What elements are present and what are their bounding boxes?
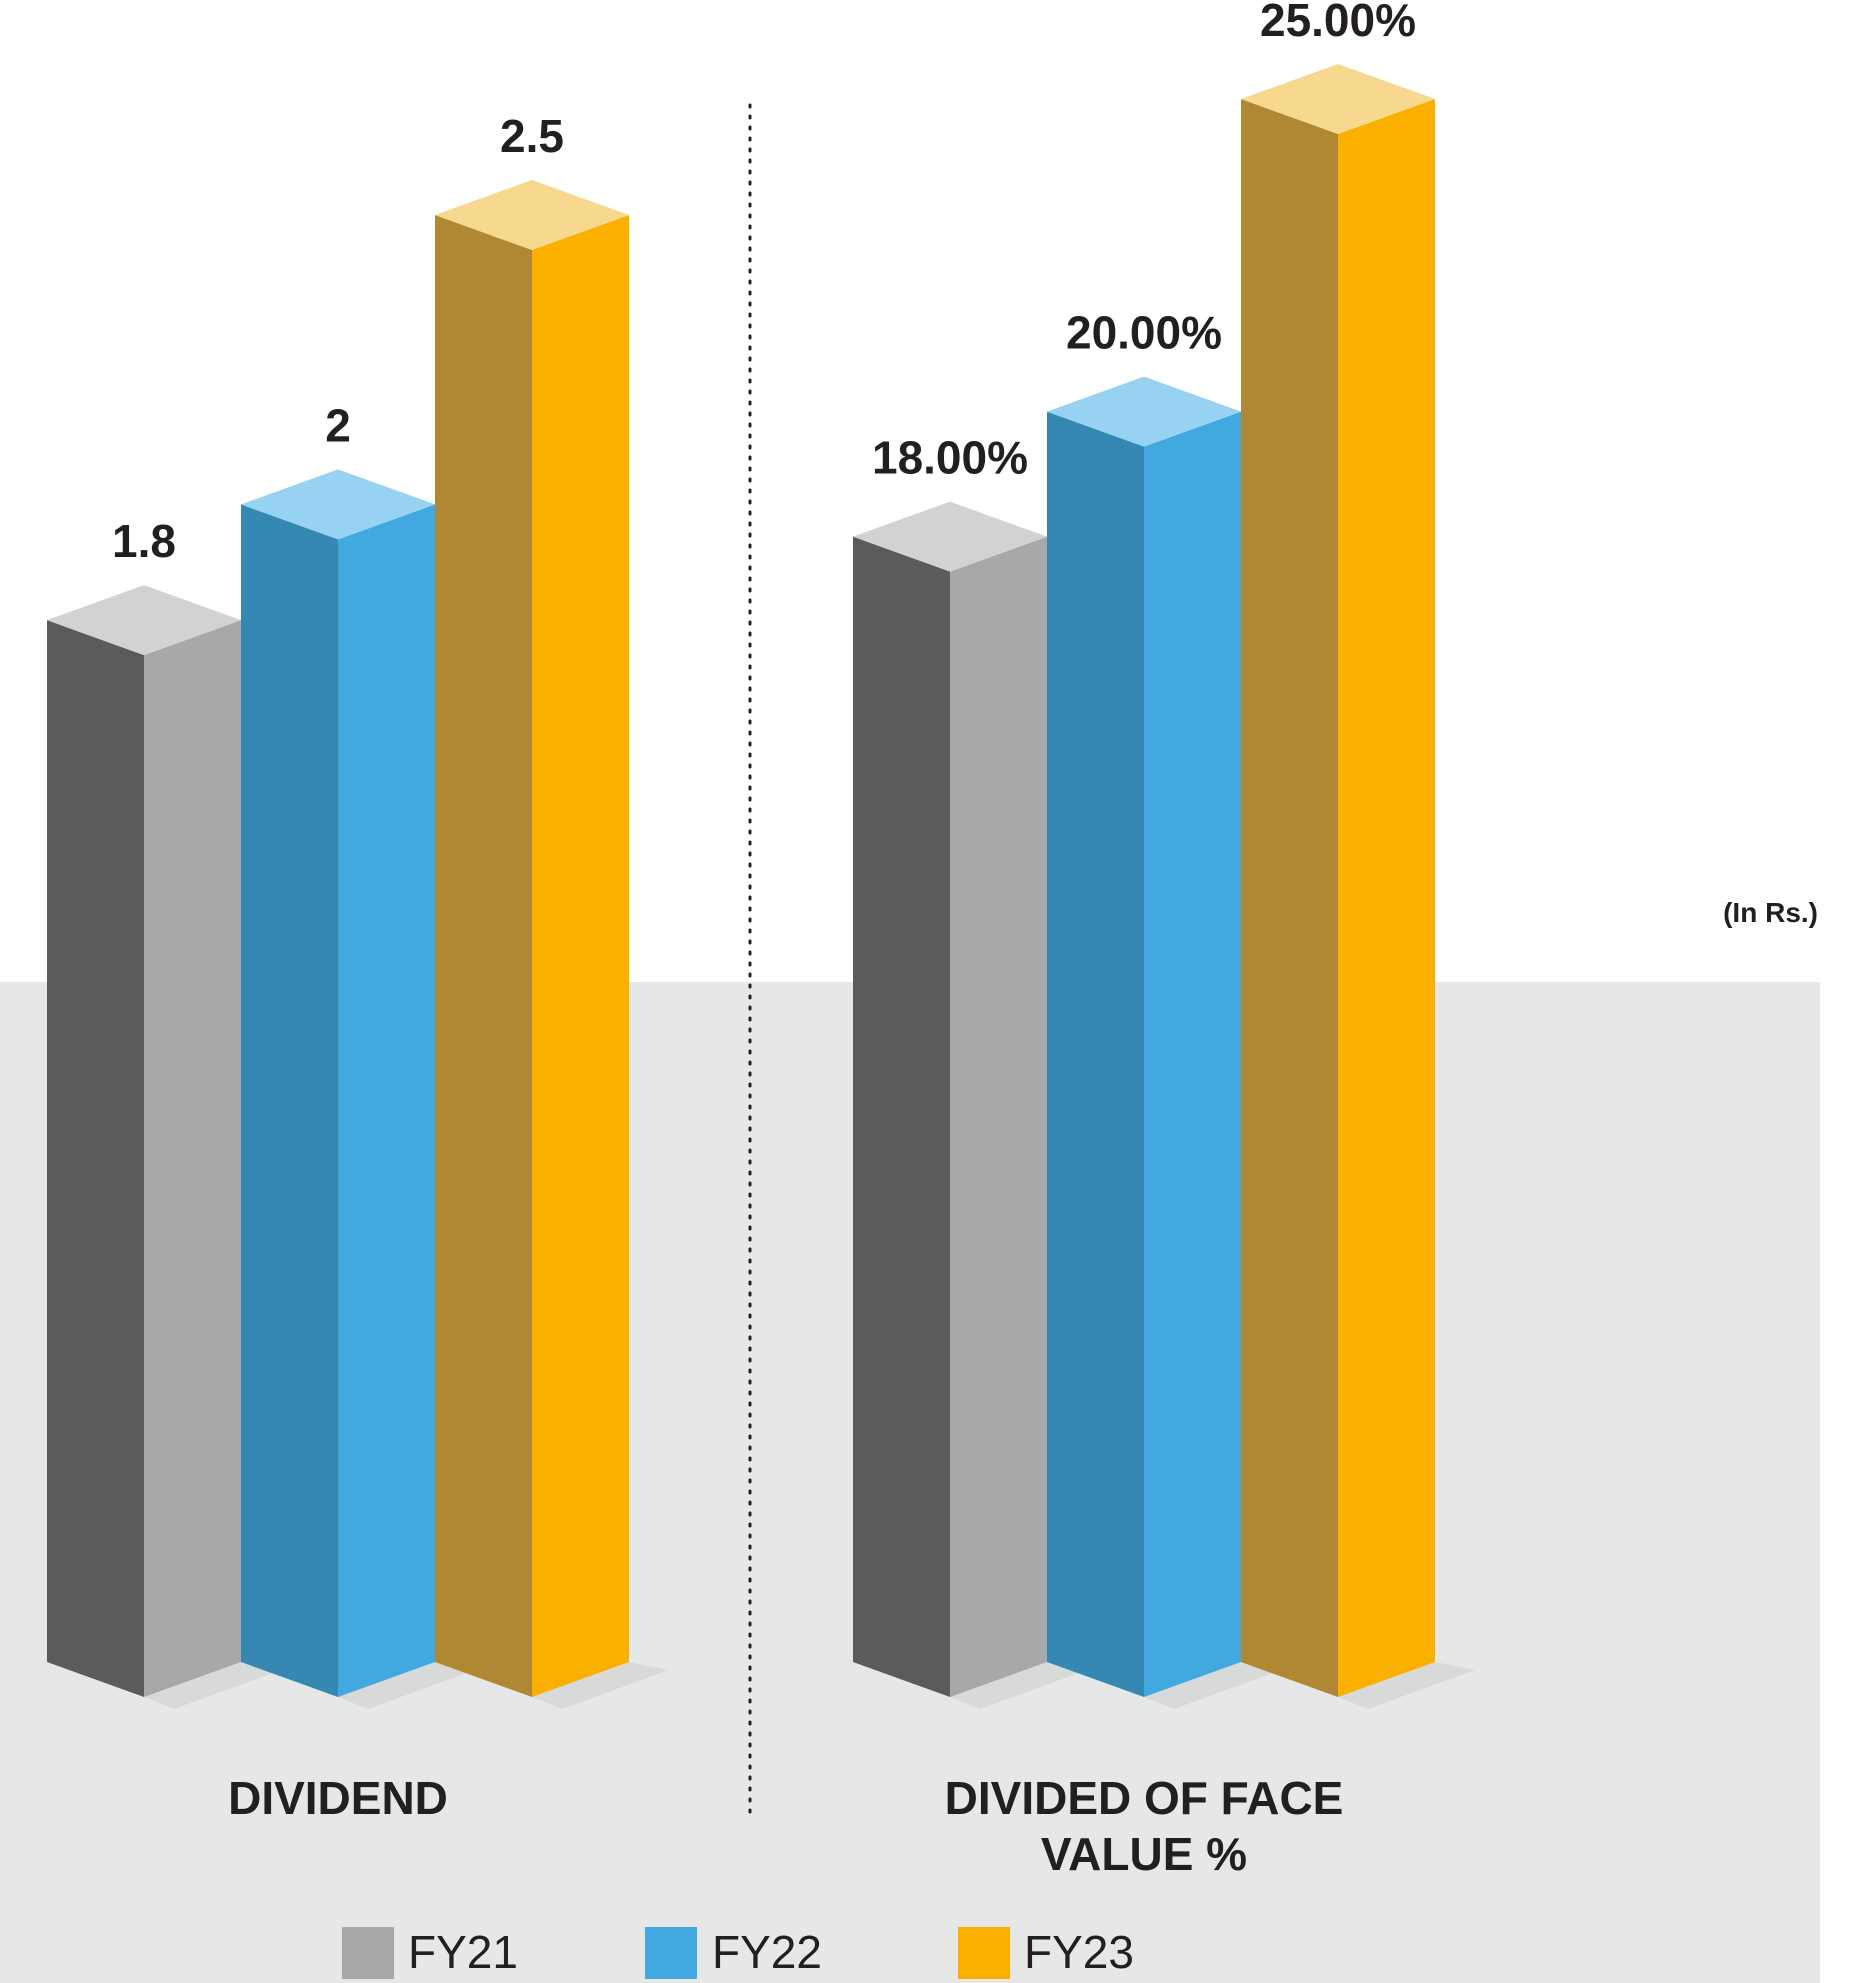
bar-front-face xyxy=(1144,412,1241,1697)
bar-side-face xyxy=(1047,412,1144,1697)
bar-side-face xyxy=(47,620,144,1697)
legend-swatch xyxy=(958,1927,1010,1979)
bar-front-face xyxy=(144,620,241,1697)
unit-note: (In Rs.) xyxy=(1723,897,1818,928)
panel-dividend-value-label-fy21: 1.8 xyxy=(112,515,176,567)
legend-item-fy23: FY23 xyxy=(958,1926,1134,1979)
legend-swatch xyxy=(342,1927,394,1979)
bar-front-face xyxy=(532,215,629,1697)
panel-dividend-value-label-fy23: 2.5 xyxy=(500,110,564,162)
panel-face-value-value-label-fy21: 18.00% xyxy=(872,432,1028,484)
panel-face-value-value-label-fy22: 20.00% xyxy=(1066,307,1222,359)
bar-side-face xyxy=(1241,99,1338,1697)
bar-front-face xyxy=(950,537,1047,1697)
bar-front-face xyxy=(1338,99,1435,1697)
bar-side-face xyxy=(853,537,950,1697)
legend-swatch xyxy=(645,1927,697,1979)
legend-label: FY22 xyxy=(712,1926,822,1978)
panel-face-value-value-label-fy23: 25.00% xyxy=(1260,0,1416,46)
legend-item-fy21: FY21 xyxy=(342,1926,518,1979)
legend-item-fy22: FY22 xyxy=(645,1926,822,1979)
bar-front-face xyxy=(338,504,435,1697)
legend-label: FY21 xyxy=(408,1926,518,1978)
panel-dividend-value-label-fy22: 2 xyxy=(325,399,351,451)
bar-side-face xyxy=(241,504,338,1697)
bar-side-face xyxy=(435,215,532,1697)
legend-label: FY23 xyxy=(1024,1926,1134,1978)
panel-dividend-category-label: DIVIDEND xyxy=(228,1772,448,1824)
